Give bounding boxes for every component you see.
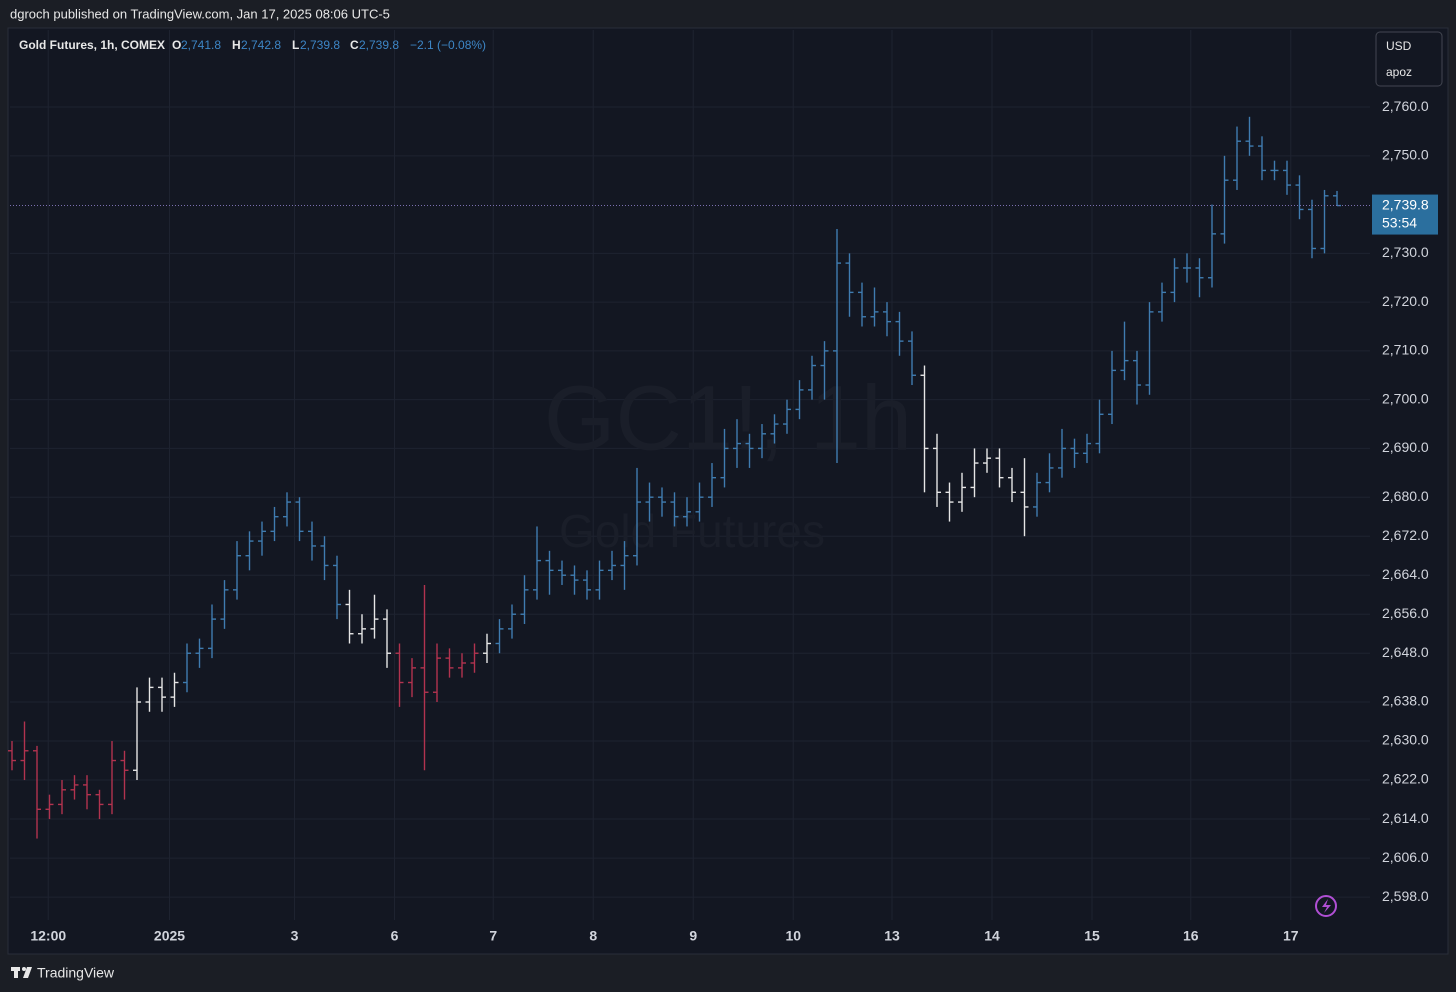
footer-brand: TradingView	[37, 965, 115, 981]
x-tick-label: 13	[884, 928, 900, 944]
y-tick-label: 2,760.0	[1382, 98, 1429, 114]
y-tick-label: 2,730.0	[1382, 244, 1429, 260]
watermark-name: Gold Futures	[559, 505, 825, 557]
legend-key: C	[350, 38, 359, 52]
bars	[8, 116, 1341, 839]
y-tick-label: 2,710.0	[1382, 342, 1429, 358]
alert-icon[interactable]	[1315, 895, 1337, 917]
x-tick-label: 3	[291, 928, 299, 944]
y-tick-label: 2,720.0	[1382, 293, 1429, 309]
logo-part	[23, 967, 32, 978]
legend-change: −2.1 (−0.08%)	[410, 38, 486, 52]
x-tick-label: 10	[785, 928, 801, 944]
footer-logo	[11, 967, 32, 978]
watermark-symbol: GC1!, 1h	[544, 367, 912, 469]
grid	[10, 30, 1370, 920]
x-tick-label: 16	[1183, 928, 1199, 944]
x-tick-label: 14	[984, 928, 1000, 944]
y-tick-label: 2,648.0	[1382, 644, 1429, 660]
x-tick-label: 6	[391, 928, 399, 944]
y-tick-label: 2,672.0	[1382, 527, 1429, 543]
y-tick-label: 2,680.0	[1382, 488, 1429, 504]
currency: USD	[1386, 39, 1412, 53]
legend-key: O	[172, 38, 181, 52]
last-price-label: 2,739.8	[1382, 196, 1429, 212]
alert-bolt	[1322, 899, 1331, 913]
x-tick-label: 9	[689, 928, 697, 944]
last-price-box	[1372, 194, 1438, 235]
script-name: apoz	[1386, 65, 1412, 79]
x-tick-label: 2025	[154, 928, 185, 944]
y-tick-label: 2,750.0	[1382, 147, 1429, 163]
y-tick-label: 2,638.0	[1382, 693, 1429, 709]
logo-part	[22, 967, 26, 971]
y-tick-label: 2,690.0	[1382, 439, 1429, 455]
y-tick-label: 2,700.0	[1382, 390, 1429, 406]
legend-value: 2,742.8	[241, 38, 281, 52]
y-tick-label: 2,630.0	[1382, 732, 1429, 748]
chart-panel	[7, 27, 1449, 955]
logo-part	[14, 967, 18, 978]
y-tick-label: 2,622.0	[1382, 771, 1429, 787]
legend-symbol: Gold Futures, 1h, COMEX	[19, 38, 165, 52]
countdown: 53:54	[1382, 214, 1417, 230]
x-tick-label: 7	[489, 928, 497, 944]
legend-key: H	[232, 38, 241, 52]
published-line: dgroch published on TradingView.com, Jan…	[10, 6, 390, 21]
scale-box[interactable]	[1375, 31, 1443, 87]
x-tick-label: 8	[589, 928, 597, 944]
legend-value: 2,739.8	[359, 38, 399, 52]
y-tick-label: 2,664.0	[1382, 566, 1429, 582]
x-tick-label: 17	[1283, 928, 1299, 944]
legend-value: 2,739.8	[300, 38, 340, 52]
y-tick-label: 2,606.0	[1382, 849, 1429, 865]
y-tick-label: 2,656.0	[1382, 605, 1429, 621]
x-tick-label: 15	[1084, 928, 1100, 944]
legend-key: L	[292, 38, 299, 52]
legend-value: 2,741.8	[181, 38, 221, 52]
axes: 2,760.0 2,750.0 2,730.0 2,720.0 2,710.0 2,700…	[10, 98, 1438, 944]
y-tick-label: 2,598.0	[1382, 888, 1429, 904]
x-tick-label: 12:00	[30, 928, 66, 944]
y-tick-label: 2,614.0	[1382, 810, 1429, 826]
